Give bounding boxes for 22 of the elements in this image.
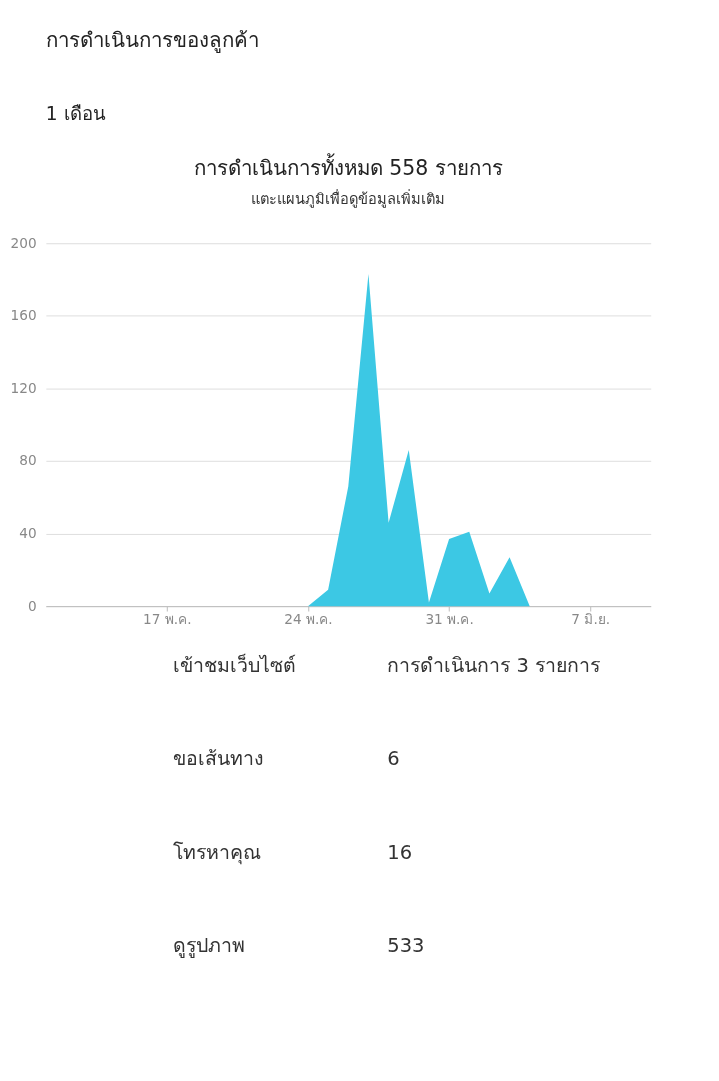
text: ดูรูปภาพ	[172, 934, 245, 959]
text: 16	[387, 840, 413, 864]
y-tick-label: 200	[10, 234, 37, 251]
y-tick-label: 0	[27, 597, 37, 614]
text: ขอเส้นทาง	[172, 747, 264, 771]
text: การดำเนินการ 3 รายการ	[387, 653, 601, 677]
text: 1 เดือน	[45, 103, 106, 125]
text: 6	[387, 747, 400, 771]
x-tick-label: 7 มิ.ย.	[571, 611, 611, 628]
y-tick-label: 120	[10, 379, 37, 396]
y-tick-label: 80	[19, 452, 37, 469]
text: การดำเนินการของลูกค้า	[45, 28, 259, 54]
x-tick-label: 17 พ.ค.	[143, 611, 192, 628]
chart-title: การดำเนินการทั้งหมด 558 รายการ	[193, 152, 503, 180]
y-tick-label: 160	[10, 307, 37, 324]
text: เข้าชมเว็บไซต์	[172, 652, 296, 677]
text: 533	[387, 934, 425, 958]
chart-subtitle: แตะแผนภูมิเพื่อดูข้อมูลเพิ่มเติม	[251, 189, 446, 209]
x-tick-label: 31 พ.ค.	[425, 611, 474, 628]
x-tick-label: 24 พ.ค.	[284, 611, 333, 628]
text: โทรหาคุณ	[172, 840, 261, 865]
y-tick-label: 40	[19, 524, 37, 541]
